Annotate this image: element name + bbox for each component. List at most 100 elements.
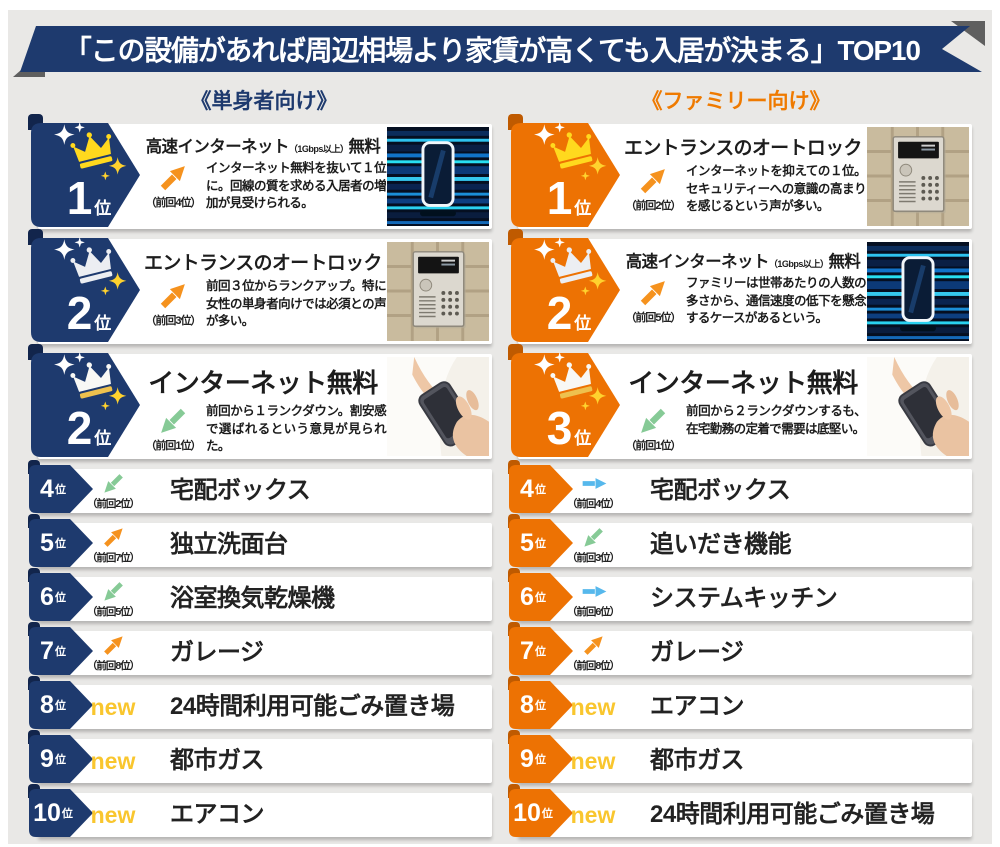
previous-rank: （前回3位） — [566, 551, 620, 564]
previous-rank: （前回8位） — [566, 659, 620, 672]
crown-icon — [54, 237, 127, 296]
item-name: 都市ガス — [650, 747, 745, 774]
trend-arrow-icon — [583, 635, 603, 655]
item-description: 前回から１ランクダウン。割安感で選ばれるという意見が見られた。 — [206, 404, 387, 453]
trend-arrow-icon — [582, 585, 606, 597]
item-photo — [387, 357, 489, 456]
photo-internet-illustration — [387, 127, 489, 226]
rank-badge — [29, 573, 93, 621]
rank-badge — [31, 238, 140, 342]
rank-badge — [509, 789, 573, 837]
item-name: エントランスのオートロック — [144, 252, 382, 273]
previous-rank: （前回6位） — [566, 605, 620, 618]
rank-badge — [509, 735, 573, 783]
rank-badge — [29, 519, 93, 567]
crown-icon — [534, 352, 607, 411]
rank-badge — [511, 123, 620, 227]
trend-indicator: （前回8位） — [558, 631, 628, 675]
header-singles: 《単身者向け》 — [190, 90, 338, 113]
new-badge: new — [90, 694, 136, 720]
column-headers: 《単身者向け》 《ファミリー向け》 — [28, 85, 972, 115]
trend-indicator: （前回3位） — [558, 523, 628, 567]
rank-badge — [29, 789, 93, 837]
item-description: 前回から２ランクダウンするも、在宅勤務の定着で需要は底堅い。 — [686, 404, 867, 436]
item-name: 追いだき機能 — [650, 531, 792, 558]
trend-arrow-icon — [640, 169, 665, 194]
photo-internet-illustration — [867, 242, 969, 341]
rank-badge — [509, 573, 573, 621]
item-name: 高速インターネット（1Gbps以上）無料 — [625, 253, 861, 271]
rank-row: 10 位 new 24時間利用可能ごみ置き場 — [508, 784, 972, 837]
rank-badge — [29, 627, 93, 675]
previous-rank: （前回7位） — [86, 551, 140, 564]
trend-arrow-icon — [583, 527, 603, 547]
previous-rank: （前回2位） — [86, 497, 140, 510]
trend-arrow-icon — [160, 166, 185, 191]
trend-indicator: new — [558, 793, 628, 837]
trend-arrow-icon — [641, 408, 666, 433]
item-description: 前回３位からランクアップ。特に女性の単身者向けでは必須との声が多い。 — [206, 279, 387, 328]
rank-badge — [31, 123, 140, 227]
item-description: インターネットを抑えての１位。セキュリティーへの意識の高まりを感じるという声が多… — [686, 164, 867, 213]
page-title: 「この設備があれば周辺相場より家賃が高くても入居が決まる」TOP10 — [64, 35, 921, 66]
trend-indicator: （前回8位） — [78, 631, 148, 675]
trend-indicator: （前回1位） — [140, 403, 206, 453]
new-badge: new — [90, 748, 136, 774]
rank-badge — [511, 238, 620, 342]
rank-label: 10 位 — [513, 798, 553, 827]
trend-indicator: new — [78, 685, 148, 729]
rank-badge — [509, 627, 573, 675]
item-name: エントランスのオートロック — [624, 137, 862, 158]
trend-indicator: （前回7位） — [78, 523, 148, 567]
crown-icon — [54, 122, 127, 181]
item-photo — [867, 357, 969, 456]
photo-autolock-illustration — [387, 242, 489, 341]
item-name: インターネット無料 — [148, 368, 378, 398]
new-badge: new — [570, 802, 616, 828]
rank-badge — [511, 353, 620, 457]
trend-arrow-icon — [103, 527, 123, 547]
item-name: エアコン — [650, 693, 745, 720]
item-name: 宅配ボックス — [650, 477, 791, 504]
header-family: 《ファミリー向け》 — [641, 90, 831, 113]
ribbon-band — [10, 26, 990, 72]
item-photo — [387, 242, 489, 341]
item-name: システムキッチン — [650, 585, 838, 612]
previous-rank: （前回1位） — [145, 440, 201, 452]
rank-label: 10 位 — [33, 798, 73, 827]
rank-badge — [31, 353, 140, 457]
previous-rank: （前回5位） — [86, 605, 140, 618]
trend-indicator: （前回6位） — [558, 577, 628, 621]
previous-rank: （前回1位） — [625, 440, 681, 452]
item-name: エアコン — [170, 801, 265, 828]
item-name: 高速インターネット（1Gbps以上）無料 — [145, 138, 381, 156]
trend-arrow-icon — [582, 477, 606, 489]
crown-icon — [54, 352, 127, 411]
trend-indicator: （前回1位） — [620, 403, 686, 453]
trend-indicator: new — [78, 793, 148, 837]
rank-badge — [29, 465, 93, 513]
photo-hand-illustration — [387, 357, 489, 456]
trend-indicator: （前回4位） — [140, 160, 206, 210]
